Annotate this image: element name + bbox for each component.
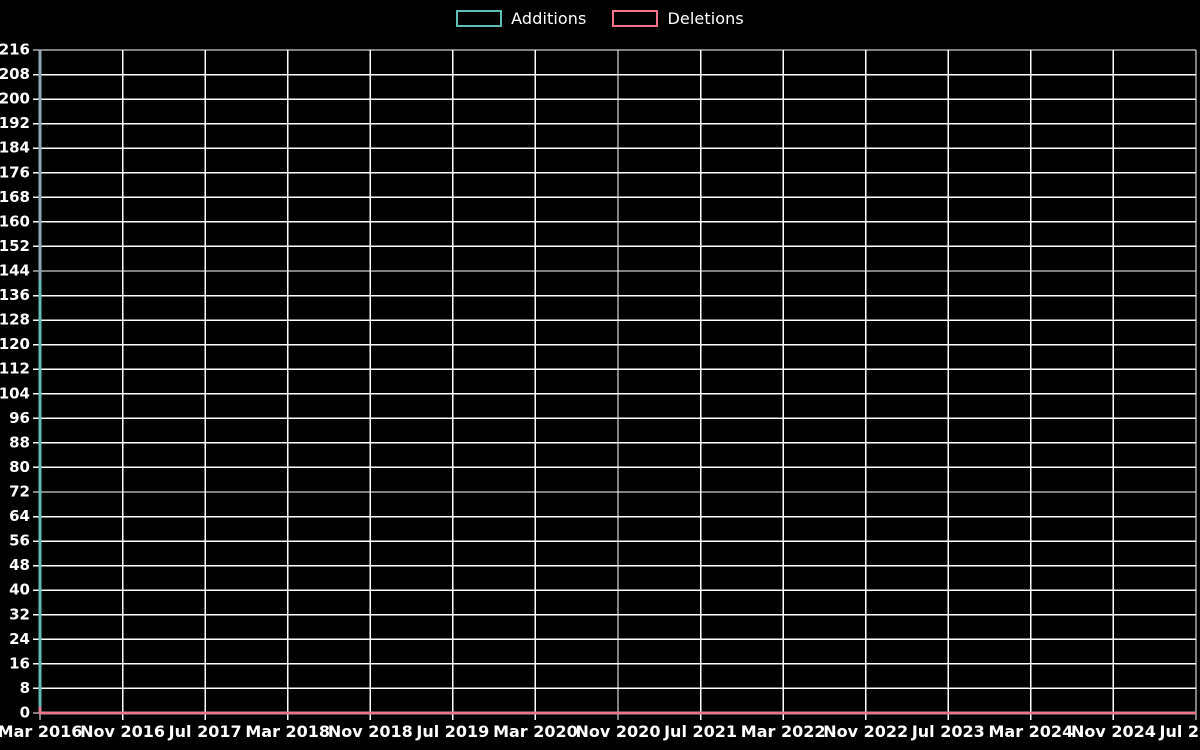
legend-item-additions[interactable]: Additions [456,9,586,28]
y-tick-label: 152 [0,237,30,255]
y-tick-label: 184 [0,139,30,157]
y-tick-label: 120 [0,335,30,353]
y-tick-label: 80 [9,458,30,476]
y-tick-label: 88 [9,433,30,451]
y-tick-label: 48 [9,556,30,574]
legend-swatch-deletions-icon [612,9,659,27]
y-tick-label: 168 [0,188,30,206]
x-tick-label: Nov 2018 [328,722,413,741]
y-tick-label: 128 [0,311,30,329]
x-tick-label: Nov 2016 [80,722,165,741]
y-tick-label: 200 [0,90,30,108]
y-tickmarks [33,49,40,714]
y-tick-label: 0 [20,704,30,722]
y-tick-label: 216 [0,41,30,59]
x-tick-label: Jul 2025 [1159,722,1200,741]
y-tick-label: 16 [9,654,30,672]
series-layer [38,280,1196,715]
y-tick-label: 24 [9,630,30,648]
x-tick-label: Jul 2017 [168,722,242,741]
y-tick-label: 64 [9,507,30,525]
legend-swatch-additions-icon [456,9,503,27]
y-tick-label: 104 [0,384,30,402]
x-tick-label: Mar 2016 [0,722,82,741]
legend-label-additions: Additions [511,8,587,28]
legend-item-deletions[interactable]: Deletions [612,8,744,28]
x-tick-label: Jul 2023 [911,722,985,741]
y-tick-labels: 0 8 16 24 32 40 48 56 64 72 80 88 96 104 112 120 128 136 1… [0,41,30,722]
y-tick-label: 112 [0,360,30,378]
x-gridlines [121,50,1197,713]
y-tick-label: 144 [0,262,30,280]
x-tick-label: Nov 2020 [576,722,661,741]
y-tick-label: 208 [0,65,30,83]
x-tick-label: Mar 2024 [988,722,1073,741]
y-tick-label: 96 [9,409,30,427]
y-tick-label: 192 [0,114,30,132]
x-tick-label: Mar 2020 [493,722,578,741]
chart-legend: Additions Deletions [0,0,1200,36]
y-tick-label: 56 [9,532,30,550]
y-tick-label: 160 [0,212,30,230]
x-tick-label: Mar 2022 [741,722,826,741]
y-tick-label: 136 [0,286,30,304]
y-tick-label: 72 [9,483,30,501]
y-tick-label: 32 [9,605,30,623]
x-tick-label: Mar 2018 [245,722,330,741]
y-tick-label: 40 [9,581,30,599]
y-tick-label: 176 [0,163,30,181]
legend-label-deletions: Deletions [667,8,744,28]
y-tick-label: 8 [20,679,30,697]
series-line-deletions [38,706,1196,715]
x-tick-label: Jul 2019 [415,722,489,741]
x-tick-label: Jul 2021 [663,722,737,741]
x-tick-label: Nov 2024 [1071,722,1156,741]
x-tick-label: Nov 2022 [823,722,908,741]
